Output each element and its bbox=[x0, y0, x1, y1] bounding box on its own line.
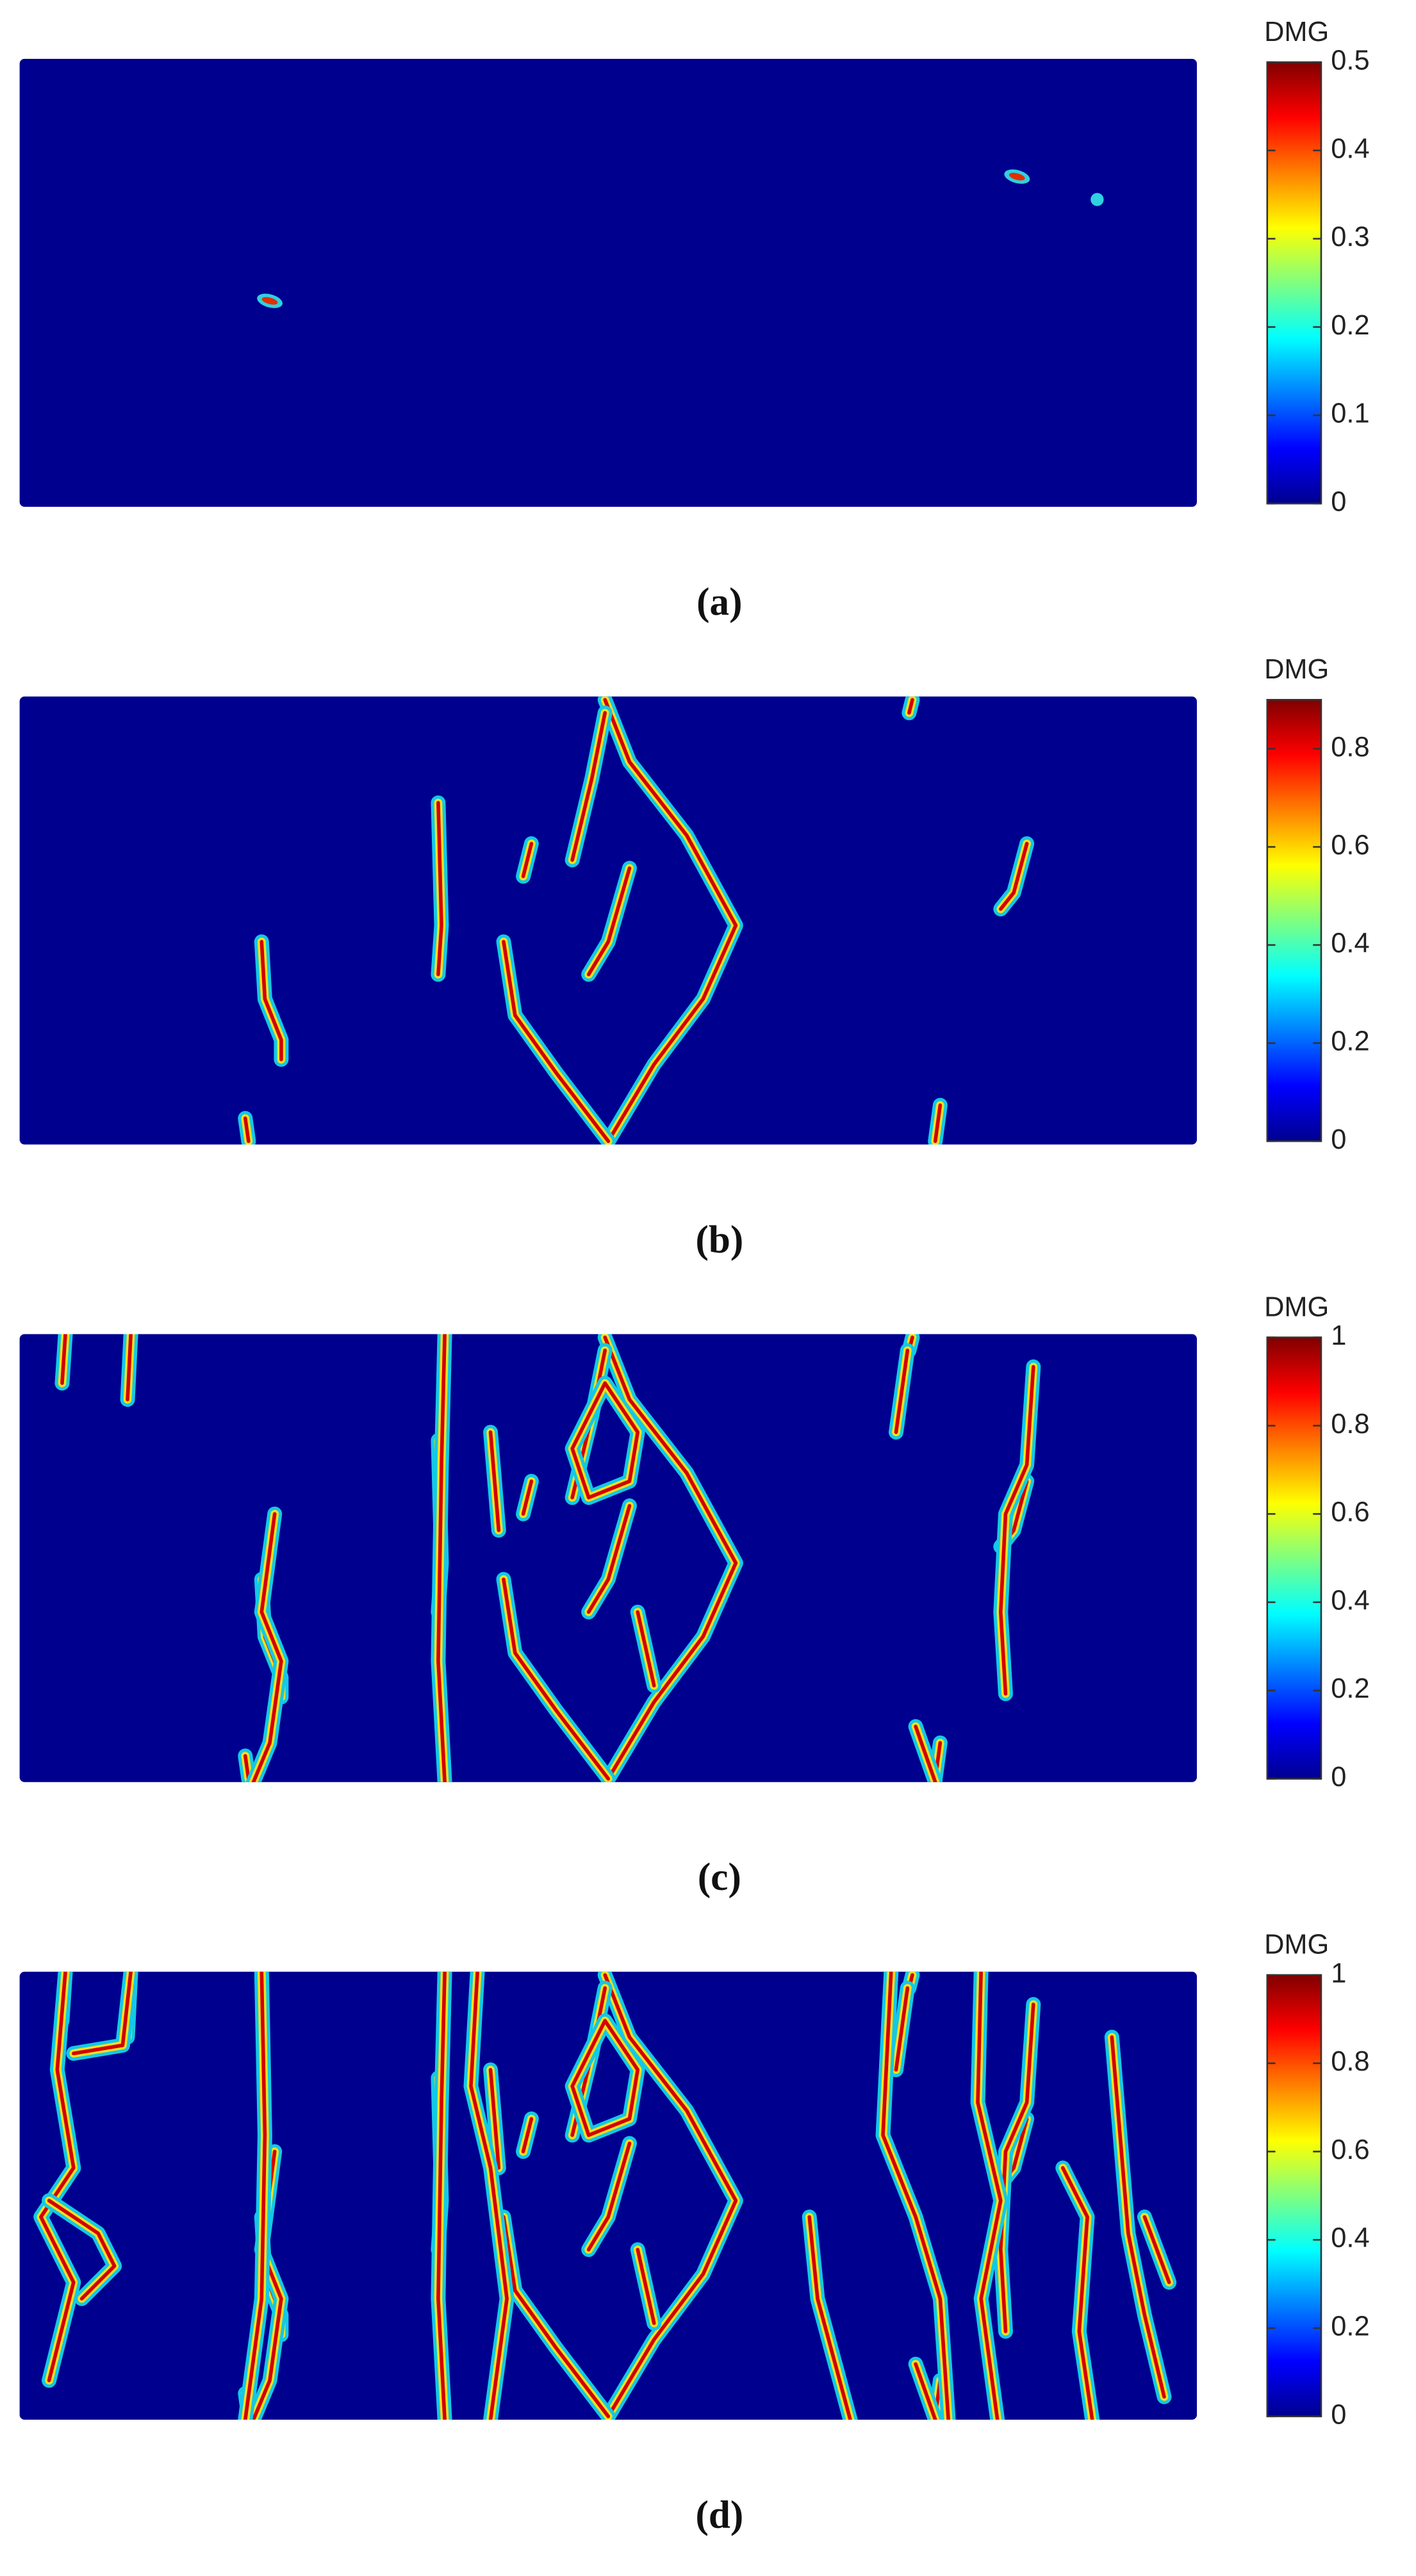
tick-label: 0 bbox=[1331, 2399, 1346, 2430]
cracks bbox=[33, 1971, 1177, 2420]
crack bbox=[521, 842, 534, 878]
crack bbox=[60, 1334, 67, 1385]
crack bbox=[488, 1430, 501, 1532]
damage-spot bbox=[1008, 172, 1025, 181]
crack bbox=[502, 940, 611, 1144]
tick-label: 1 bbox=[1331, 1958, 1346, 1989]
tick-label: 0 bbox=[1331, 1124, 1346, 1155]
crack bbox=[126, 1334, 133, 1402]
tick-label: 0.5 bbox=[1331, 45, 1369, 76]
cracks bbox=[54, 1334, 1041, 1782]
tick-label: 0.2 bbox=[1331, 1673, 1369, 1704]
tick-label: 0.6 bbox=[1331, 2135, 1369, 2165]
tick-label: 0.4 bbox=[1331, 2223, 1369, 2254]
crack bbox=[521, 1479, 534, 1516]
crack bbox=[570, 710, 607, 862]
panel-label: (d) bbox=[695, 2493, 743, 2536]
tick-label: 0.8 bbox=[1331, 2046, 1369, 2077]
crack bbox=[636, 2247, 656, 2326]
damage-spot bbox=[1091, 193, 1104, 206]
crack bbox=[38, 1971, 76, 2383]
crack bbox=[259, 940, 283, 1062]
crack bbox=[807, 2215, 852, 2420]
crack bbox=[436, 1971, 447, 2420]
panel: DMG 0 0.2 0.4 0.6 0.8 1 (c) bbox=[19, 1292, 1370, 1899]
crack bbox=[894, 1349, 910, 1434]
damage-spot bbox=[261, 297, 278, 305]
tick-label: 0.4 bbox=[1331, 928, 1369, 959]
crack bbox=[636, 1610, 656, 1687]
tick-label: 0.4 bbox=[1331, 133, 1369, 164]
colorbar bbox=[1266, 1336, 1322, 1780]
cracks bbox=[257, 169, 1104, 308]
colorbar bbox=[1266, 699, 1322, 1142]
colorbar bbox=[1266, 1974, 1322, 2418]
panel-label: (b) bbox=[695, 1218, 743, 1261]
crack bbox=[1110, 2035, 1166, 2399]
panel: DMG 0 0.2 0.4 0.6 0.8 1 (d) bbox=[19, 1930, 1370, 2536]
crack bbox=[603, 1335, 738, 1781]
tick-label: 1 bbox=[1331, 1320, 1346, 1351]
crack bbox=[998, 1365, 1035, 1696]
crack bbox=[570, 2019, 640, 2137]
panel-label: (c) bbox=[698, 1855, 741, 1899]
crack bbox=[586, 1504, 632, 1614]
tick-label: 0.6 bbox=[1331, 1497, 1369, 1528]
tick-label: 0.6 bbox=[1331, 830, 1369, 860]
crack bbox=[502, 1577, 611, 1781]
tick-label: 0.2 bbox=[1331, 310, 1369, 341]
tick-label: 0.3 bbox=[1331, 222, 1369, 252]
tick-label: 0 bbox=[1331, 1762, 1346, 1793]
tick-label: 0 bbox=[1331, 487, 1346, 518]
crack bbox=[586, 866, 632, 976]
damage-field bbox=[19, 58, 1198, 507]
crack bbox=[436, 1334, 447, 1782]
tick-label: 0.8 bbox=[1331, 1409, 1369, 1440]
colorbar-title: DMG bbox=[1264, 654, 1329, 685]
crack bbox=[1060, 2166, 1094, 2420]
crack bbox=[243, 1116, 251, 1144]
crack bbox=[894, 1986, 910, 2072]
cracks bbox=[238, 696, 1035, 1145]
crack bbox=[570, 1381, 640, 1500]
crack bbox=[603, 698, 738, 1144]
colorbar-title: DMG bbox=[1264, 17, 1329, 47]
crack bbox=[998, 842, 1029, 911]
panel: DMG 0 0.1 0.2 0.3 0.4 0.5 (a) bbox=[19, 17, 1370, 624]
tick-label: 0.4 bbox=[1331, 1585, 1369, 1616]
colorbar-title: DMG bbox=[1264, 1292, 1329, 1322]
crack bbox=[914, 1725, 937, 1782]
tick-label: 0.2 bbox=[1331, 2311, 1369, 2342]
colorbar bbox=[1266, 61, 1322, 505]
crack bbox=[72, 1971, 133, 2056]
tick-label: 0.8 bbox=[1331, 732, 1369, 762]
crack bbox=[47, 2199, 117, 2301]
crack bbox=[488, 2068, 501, 2170]
crack bbox=[251, 1512, 283, 1782]
crack bbox=[469, 1971, 509, 2420]
crack bbox=[243, 1754, 251, 1781]
tick-label: 0.1 bbox=[1331, 398, 1369, 429]
tick-label: 0.2 bbox=[1331, 1026, 1369, 1057]
panel: DMG 0 0.2 0.4 0.6 0.8 (b) bbox=[19, 654, 1370, 1261]
crack bbox=[933, 1103, 943, 1144]
crack bbox=[243, 1971, 267, 2420]
crack bbox=[521, 2117, 534, 2154]
panel-label: (a) bbox=[696, 580, 742, 624]
colorbar-title: DMG bbox=[1264, 1930, 1329, 1960]
crack bbox=[502, 2215, 611, 2418]
crack bbox=[907, 698, 914, 715]
crack bbox=[976, 1971, 1003, 2420]
crack bbox=[1142, 2215, 1171, 2285]
crack bbox=[998, 2002, 1035, 2333]
crack bbox=[914, 2362, 937, 2420]
crack bbox=[586, 2141, 632, 2252]
crack bbox=[436, 801, 443, 976]
crack bbox=[603, 1973, 738, 2418]
crack bbox=[881, 1971, 950, 2420]
